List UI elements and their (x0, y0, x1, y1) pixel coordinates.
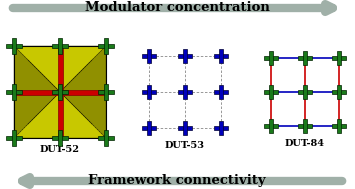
Bar (332, 90, 346, 94)
Bar (147, 49, 151, 63)
Polygon shape (60, 46, 106, 92)
Bar (142, 90, 156, 94)
Bar (58, 130, 62, 146)
Bar (12, 130, 16, 146)
Text: Framework connectivity: Framework connectivity (88, 174, 266, 187)
Bar (332, 56, 346, 60)
Bar (219, 121, 223, 135)
Bar (178, 54, 192, 58)
Text: Modulator concentration: Modulator concentration (84, 1, 269, 14)
Bar (219, 85, 223, 99)
Bar (269, 85, 273, 99)
Bar (303, 51, 307, 65)
Bar (178, 90, 192, 94)
Bar (298, 124, 312, 128)
Text: DUT-52: DUT-52 (40, 146, 80, 154)
Bar (183, 49, 187, 63)
Bar (6, 44, 22, 48)
Polygon shape (60, 92, 106, 138)
Bar (303, 85, 307, 99)
Bar (14, 90, 106, 94)
Bar (332, 124, 346, 128)
Bar (264, 124, 278, 128)
Bar (98, 44, 114, 48)
Bar (58, 46, 62, 138)
Polygon shape (60, 92, 106, 138)
Bar (214, 54, 228, 58)
Bar (219, 49, 223, 63)
Bar (52, 136, 68, 140)
Bar (14, 46, 106, 138)
Text: DUT-84: DUT-84 (285, 139, 325, 147)
Polygon shape (14, 46, 60, 92)
Bar (6, 136, 22, 140)
Bar (98, 136, 114, 140)
Bar (178, 126, 192, 130)
Bar (337, 119, 341, 133)
Bar (6, 90, 22, 94)
Bar (269, 119, 273, 133)
Text: DUT-53: DUT-53 (165, 140, 205, 149)
Bar (337, 85, 341, 99)
Bar (142, 126, 156, 130)
Bar (264, 56, 278, 60)
Polygon shape (14, 46, 60, 92)
Bar (58, 84, 62, 100)
Bar (183, 85, 187, 99)
Bar (264, 90, 278, 94)
Bar (147, 85, 151, 99)
Bar (58, 38, 62, 54)
Bar (12, 38, 16, 54)
Polygon shape (60, 46, 106, 92)
Bar (142, 54, 156, 58)
Bar (147, 121, 151, 135)
Bar (104, 84, 108, 100)
Bar (303, 119, 307, 133)
Bar (298, 90, 312, 94)
Bar (52, 90, 68, 94)
Bar (104, 130, 108, 146)
Bar (298, 56, 312, 60)
Bar (337, 51, 341, 65)
Bar (12, 84, 16, 100)
Bar (52, 44, 68, 48)
Bar (104, 38, 108, 54)
Polygon shape (14, 92, 60, 138)
Bar (269, 51, 273, 65)
Bar (14, 46, 106, 138)
Bar (98, 90, 114, 94)
Bar (183, 121, 187, 135)
Bar (214, 90, 228, 94)
Polygon shape (14, 92, 60, 138)
Bar (214, 126, 228, 130)
